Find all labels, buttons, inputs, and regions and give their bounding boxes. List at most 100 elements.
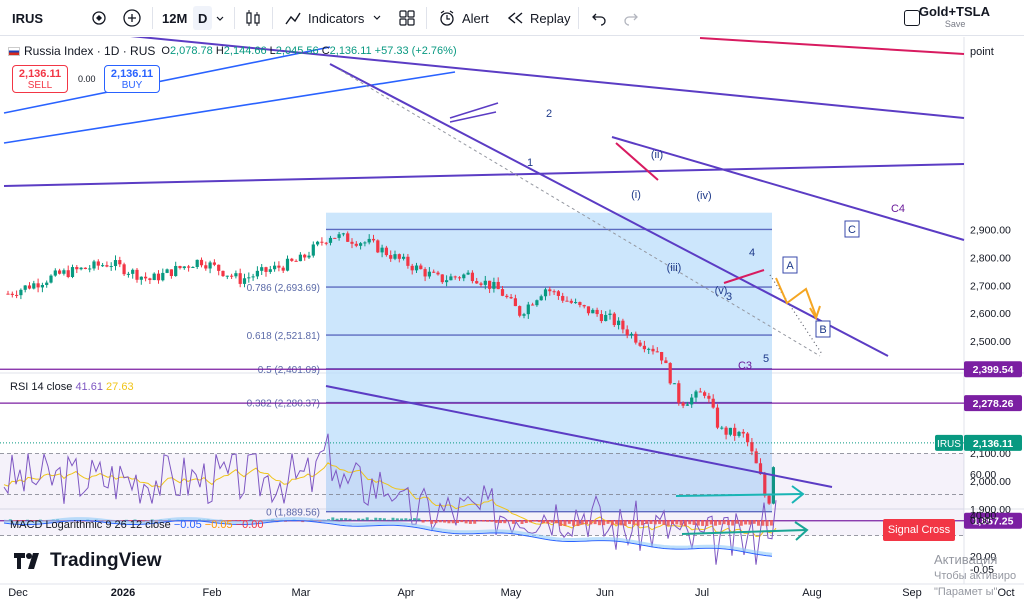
candle-body (118, 260, 122, 265)
candle-body (212, 262, 216, 265)
macd-histogram-bar (451, 520, 455, 524)
candle-body (174, 265, 178, 277)
replay-button[interactable]: Replay (506, 6, 570, 30)
candle-body (221, 270, 225, 277)
macd-histogram-bar (705, 520, 709, 527)
interval-button[interactable]: D (193, 6, 213, 30)
candle-body (552, 291, 556, 293)
price-badge (964, 395, 1022, 412)
candle-body (230, 275, 234, 277)
candle-body (264, 267, 268, 272)
candle-body (750, 442, 754, 452)
macd-histogram-bar (537, 520, 541, 523)
candle-body (328, 237, 333, 243)
candle-body (62, 270, 66, 274)
candle-body (290, 258, 294, 261)
macd-histogram-bar (748, 520, 752, 525)
candle-body (96, 261, 100, 266)
candle-body (595, 309, 599, 315)
candle-body (720, 427, 724, 429)
candle-body (83, 267, 87, 270)
macd-histogram-bar (408, 518, 412, 521)
buy-button[interactable]: 2,136.11 BUY (104, 65, 160, 93)
alarm-clock-icon (440, 10, 454, 26)
macd-histogram-bar (339, 518, 343, 521)
candle-body (535, 300, 539, 306)
macd-histogram-bar (464, 520, 468, 524)
macd-histogram-bar (511, 520, 515, 524)
templates-button[interactable] (398, 6, 416, 30)
macd-histogram-bar (507, 520, 511, 522)
candle-body (285, 258, 290, 271)
candle-body (500, 289, 505, 296)
time-axis-label: Mar (292, 587, 311, 599)
macd-histogram-bar (546, 520, 550, 524)
candle-body (668, 363, 672, 384)
candle-body (733, 427, 737, 436)
macd-histogram-bar (421, 520, 425, 523)
symbol-search[interactable]: IRUS (6, 6, 114, 30)
candle-body (156, 273, 161, 281)
wave-label: (ii) (651, 149, 663, 161)
candle-body (432, 271, 436, 273)
layout-save[interactable]: Save (944, 19, 966, 29)
candle-body (341, 233, 345, 235)
horizontal-channel-line (3, 163, 965, 187)
add-symbol-button[interactable] (122, 6, 142, 30)
compare-icon[interactable] (90, 9, 108, 27)
candle-body (191, 267, 195, 269)
layout-checkbox[interactable] (904, 10, 920, 26)
price-badge (964, 361, 1022, 378)
candle-body (651, 348, 655, 352)
alert-button[interactable]: Alert (438, 6, 489, 30)
candle-body (586, 306, 591, 314)
macd-histogram-bar (658, 520, 662, 525)
macd-histogram-bar (576, 520, 580, 527)
undo-button[interactable] (590, 6, 608, 30)
sell-button[interactable]: 2,136.11 SELL (12, 65, 68, 93)
redo-button[interactable] (622, 6, 640, 30)
price-badge-label: 2,136.11 (973, 438, 1013, 450)
wave-box (815, 320, 831, 338)
candle-body (36, 283, 40, 288)
candle-body (139, 276, 143, 280)
chart-type-button[interactable] (244, 6, 262, 30)
windows-activation-watermark: Активация Чтобы активиро "Парамет ы". (934, 552, 1017, 598)
candle-body (479, 283, 483, 285)
macd-histogram-bar (597, 520, 601, 526)
chart-canvas[interactable]: 0.786 (2,693.69) 0.618 (2,521.81) 0.5 (2,4… (0, 37, 1024, 604)
candle-body (638, 342, 642, 346)
candle-body (737, 431, 741, 436)
layout-name: Gold+TSLA (918, 4, 990, 19)
candle-body (767, 495, 771, 504)
fib-level-label: 0.618 (2,521.81) (247, 331, 320, 342)
indicators-button[interactable]: Indicators (284, 6, 382, 30)
candle-body (294, 260, 298, 262)
price-tick-label: 2,900.00 (970, 224, 1011, 236)
macd-legend: MACD Logarithmic 9 26 12 close −0.05 −0.… (10, 519, 264, 531)
layout-menu[interactable]: Gold+TSLA Save (919, 4, 990, 34)
candle-body (715, 407, 720, 428)
candle-body (436, 272, 440, 275)
candle-body (88, 268, 92, 270)
fib-level-label: 0 (1,889.56) (266, 508, 320, 519)
range-button[interactable]: 12M (162, 10, 188, 26)
candle-body (505, 295, 509, 298)
macd-histogram-bar (30, 520, 34, 522)
wave-label: 5 (763, 353, 769, 365)
macd-histogram-bar (645, 520, 649, 524)
candle-body (393, 254, 397, 259)
macd-histogram-bar (640, 520, 644, 526)
candle-body (543, 289, 548, 297)
rsi-tick-label: 60.00 (970, 469, 996, 481)
alert-label: Alert (462, 10, 489, 26)
candle-body (582, 305, 586, 307)
macd-histogram-bar (533, 520, 537, 522)
candle-body (75, 267, 79, 270)
indicators-label: Indicators (308, 10, 365, 26)
price-badge-label: 2,399.54 (973, 364, 1014, 376)
macd-divergence-arrow (681, 529, 807, 535)
macd-histogram-bar (709, 520, 713, 525)
interval-dropdown[interactable] (215, 6, 225, 30)
macd-histogram-bar (456, 520, 459, 523)
